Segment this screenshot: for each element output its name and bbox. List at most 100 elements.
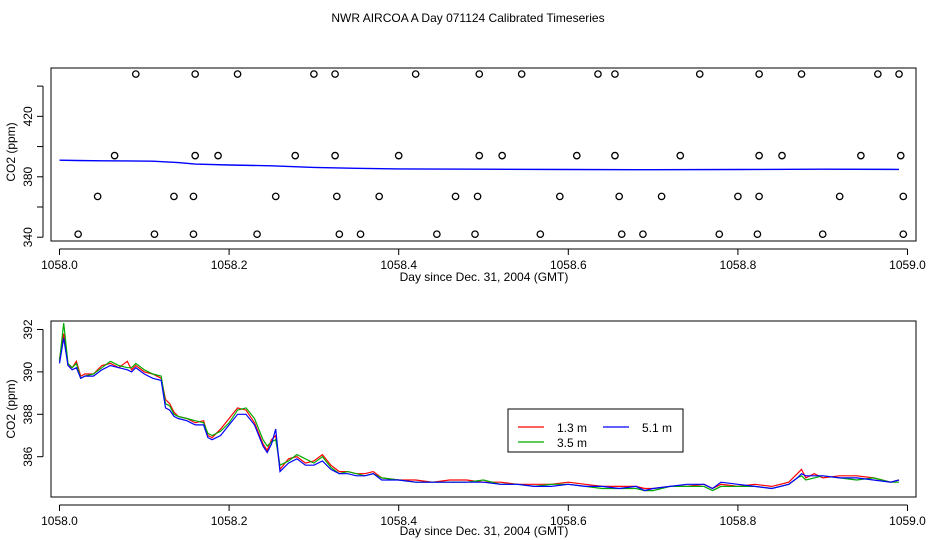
sample-marker bbox=[899, 192, 908, 201]
sample-marker bbox=[189, 192, 198, 201]
sample-marker bbox=[411, 70, 420, 78]
height-series-lines bbox=[58, 323, 900, 492]
legend-label-3-5m: 3.5 m bbox=[557, 436, 587, 450]
legend: 1.3 m 5.1 m 3.5 m bbox=[507, 408, 684, 453]
sample-marker bbox=[555, 192, 564, 201]
sample-marker bbox=[150, 230, 159, 239]
sample-marker bbox=[475, 70, 484, 78]
x-axis-label-bottom: Day since Dec. 31, 2004 (GMT) bbox=[400, 524, 569, 538]
plot-frame-top bbox=[50, 67, 917, 242]
x-tick-label: 1059.0 bbox=[889, 514, 926, 528]
sample-marker bbox=[611, 151, 619, 160]
x-tick-label: 1058.6 bbox=[550, 514, 587, 528]
y-tick-label: 390 bbox=[21, 362, 35, 382]
sample-marker bbox=[835, 192, 844, 201]
sample-marker bbox=[657, 192, 666, 201]
x-axis-label-top: Day since Dec. 31, 2004 (GMT) bbox=[400, 270, 569, 284]
x-tick-label: 1058.8 bbox=[720, 514, 757, 528]
sample-marker bbox=[639, 230, 647, 239]
sample-marker bbox=[110, 151, 119, 160]
co2-scatter-panel: 1058.0 1058.2 1058.4 1058.6 1058.8 1059.0 340… bbox=[4, 67, 926, 284]
legend-box bbox=[507, 408, 684, 453]
co2-height-panel: 1058.0 1058.2 1058.4 1058.6 1058.8 1059.0 386… bbox=[4, 319, 926, 538]
sample-marker bbox=[74, 230, 82, 239]
x-tick-label: 1059.0 bbox=[889, 258, 926, 272]
x-tick-label: 1058.0 bbox=[41, 258, 78, 272]
sample-marker bbox=[375, 192, 384, 201]
x-tick-label: 1058.0 bbox=[41, 514, 78, 528]
y-axis-top: 340 380 420 bbox=[21, 85, 44, 247]
series-line-5-1-m bbox=[58, 337, 900, 492]
x-tick-label: 1058.4 bbox=[380, 514, 417, 528]
x-axis-top: 1058.0 1058.2 1058.4 1058.6 1058.8 1059.0 bbox=[41, 248, 926, 272]
sample-marker bbox=[899, 230, 908, 239]
sample-marker bbox=[498, 151, 507, 160]
sample-marker bbox=[331, 70, 339, 78]
sample-marker bbox=[818, 230, 827, 239]
sample-marker bbox=[93, 192, 102, 201]
sample-marker bbox=[214, 151, 222, 160]
sample-marker bbox=[356, 230, 365, 239]
x-tick-label: 1058.4 bbox=[380, 258, 417, 272]
sample-marker bbox=[517, 70, 526, 78]
y-tick-label: 420 bbox=[21, 106, 35, 126]
x-tick-label: 1058.2 bbox=[211, 258, 248, 272]
sample-marker bbox=[755, 151, 763, 160]
sample-marker bbox=[191, 70, 200, 78]
sample-marker bbox=[394, 151, 403, 160]
y-tick-label: 380 bbox=[21, 166, 35, 186]
y-tick-label: 340 bbox=[21, 227, 35, 247]
co2-timeseries-line bbox=[59, 159, 900, 171]
legend-label-1-3m: 1.3 m bbox=[557, 421, 587, 435]
series-line-3-5-m bbox=[58, 323, 899, 492]
sample-marker bbox=[131, 70, 140, 78]
sample-marker bbox=[755, 192, 763, 201]
x-axis-bottom: 1058.0 1058.2 1058.4 1058.6 1058.8 1059.0 bbox=[41, 504, 926, 528]
sample-markers bbox=[74, 70, 908, 239]
sample-marker bbox=[617, 230, 626, 239]
y-tick-label: 386 bbox=[21, 446, 35, 466]
y-tick-label: 388 bbox=[21, 404, 35, 424]
sample-marker bbox=[451, 192, 460, 201]
sample-marker bbox=[695, 70, 704, 78]
sample-marker bbox=[189, 230, 198, 239]
sample-marker bbox=[873, 70, 882, 78]
sample-marker bbox=[433, 230, 441, 239]
x-tick-label: 1058.6 bbox=[550, 258, 587, 272]
y-axis-label-top: CO2 (ppm) bbox=[4, 122, 18, 181]
legend-label-5-1m: 5.1 m bbox=[642, 421, 672, 435]
sample-marker bbox=[170, 192, 178, 201]
sample-marker bbox=[755, 70, 763, 78]
sample-marker bbox=[271, 192, 280, 201]
sample-marker bbox=[291, 151, 300, 160]
sample-marker bbox=[475, 151, 484, 160]
sample-marker bbox=[895, 70, 903, 78]
sample-marker bbox=[473, 192, 482, 201]
x-tick-label: 1058.8 bbox=[720, 258, 757, 272]
sample-marker bbox=[734, 192, 742, 201]
sample-marker bbox=[778, 151, 786, 160]
chart-title: NWR AIRCOA A Day 071124 Calibrated Times… bbox=[331, 11, 604, 25]
sample-marker bbox=[594, 70, 602, 78]
series-line-1-3-m bbox=[58, 333, 900, 490]
sample-marker bbox=[471, 230, 479, 239]
sample-marker bbox=[335, 230, 344, 239]
sample-marker bbox=[797, 70, 806, 78]
sample-marker bbox=[191, 151, 200, 160]
sample-marker bbox=[753, 230, 762, 239]
timeseries-line-top bbox=[59, 159, 900, 171]
sample-marker bbox=[857, 151, 865, 160]
y-axis-label-bottom: CO2 (ppm) bbox=[4, 379, 18, 438]
sample-marker bbox=[611, 70, 619, 78]
plot-frame-bottom bbox=[50, 320, 917, 498]
sample-marker bbox=[572, 151, 581, 160]
sample-marker bbox=[310, 70, 318, 78]
sample-marker bbox=[896, 151, 905, 160]
sample-marker bbox=[536, 230, 545, 239]
sample-marker bbox=[233, 70, 242, 78]
y-tick-label: 392 bbox=[21, 319, 35, 339]
sample-marker bbox=[676, 151, 685, 160]
x-tick-label: 1058.2 bbox=[211, 514, 248, 528]
sample-marker bbox=[253, 230, 261, 239]
